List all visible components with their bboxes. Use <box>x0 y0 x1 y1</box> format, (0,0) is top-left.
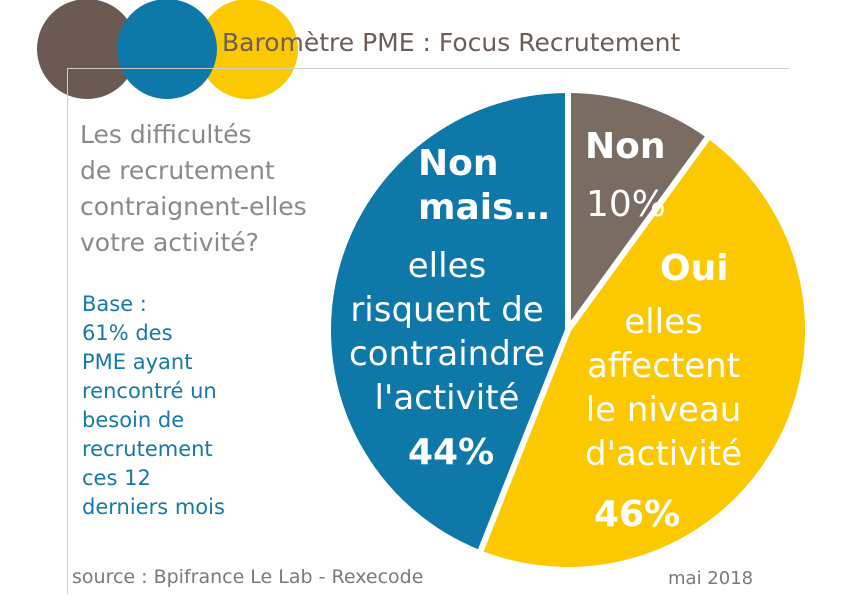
slice-desc-line: le niveau <box>585 390 742 430</box>
slice-desc-line: elles <box>407 246 487 286</box>
base-line: besoin de <box>82 408 185 432</box>
slice-desc-line: l'activité <box>374 378 520 418</box>
logo-circle-brown <box>37 0 137 99</box>
source-note: source : Bpifrance Le Lab - Rexecode <box>72 566 424 588</box>
slice-desc-non-mais: elles risquent de contraindre l'activité <box>332 244 562 420</box>
question-line: Les difficultés <box>80 120 252 149</box>
question-line: votre activité? <box>80 228 259 257</box>
base-line: 61% des <box>82 321 173 345</box>
base-line: recrutement <box>82 437 213 461</box>
page-title: Baromètre PME : Focus Recrutement <box>222 28 681 57</box>
slice-label-oui: Oui <box>660 248 729 289</box>
slice-desc-line: contraindre <box>349 334 545 374</box>
base-note: Base : 61% des PME ayant rencontré un be… <box>82 290 225 522</box>
logo-circle-yellow <box>198 0 298 99</box>
pie-slice-non-mais <box>325 87 571 557</box>
slice-desc-line: elles <box>624 302 703 342</box>
slice-value-oui: 46% <box>594 494 681 535</box>
slice-desc-line: affectent <box>587 346 741 386</box>
content-frame <box>67 68 789 594</box>
base-line: PME ayant <box>82 350 193 374</box>
question-text: Les difficultés de recrutement contraign… <box>80 117 307 261</box>
slice-value-non: 10% <box>586 184 667 225</box>
base-line: rencontré un <box>82 379 217 403</box>
base-line: Base : <box>82 292 147 316</box>
slice-desc-line: risquent de <box>350 290 544 330</box>
base-line: derniers mois <box>82 495 225 519</box>
question-line: contraignent-elles <box>80 192 307 221</box>
question-line: de recrutement <box>80 156 275 185</box>
slice-label-non-mais: Non mais… <box>418 142 550 230</box>
slice-desc-oui: elles affectent le niveau d'activité <box>585 300 742 476</box>
slice-desc-line: d'activité <box>585 434 743 474</box>
date-note: mai 2018 <box>668 568 754 589</box>
slice-label-line: Non <box>418 143 499 184</box>
pie-slice-oui <box>476 132 811 573</box>
brand-logo <box>37 0 298 99</box>
slice-label-non: Non <box>585 126 666 167</box>
base-line: ces 12 <box>82 466 151 490</box>
pie-slice-non <box>565 87 713 333</box>
logo-circle-blue <box>117 0 217 99</box>
slice-label-line: mais… <box>418 187 550 228</box>
slice-value-non-mais: 44% <box>408 432 495 473</box>
